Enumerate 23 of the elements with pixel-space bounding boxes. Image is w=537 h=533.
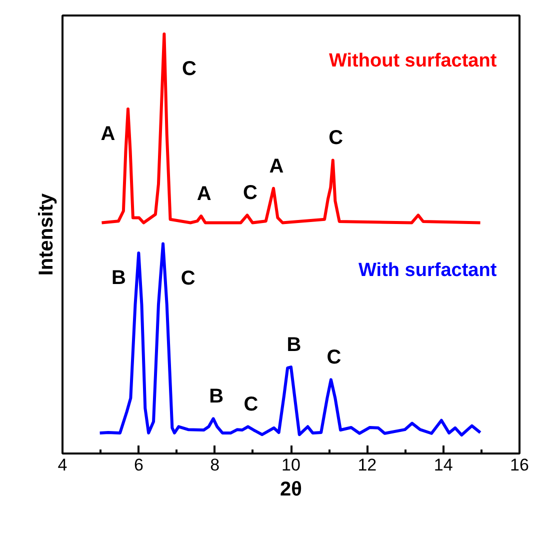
x-axis-title: 2θ <box>280 478 302 500</box>
annotation: C <box>182 58 196 80</box>
annotation: B <box>286 334 302 356</box>
annotation: C <box>244 394 258 416</box>
x-tick-label: 14 <box>434 456 453 474</box>
annotation: A <box>196 183 212 206</box>
annotation: C <box>326 346 342 369</box>
annotation: B <box>111 266 126 289</box>
x-tick-label: 8 <box>210 456 220 474</box>
x-tick-label: 10 <box>282 456 300 474</box>
x-tick-label: 16 <box>510 456 529 474</box>
y-axis-title: Intensity <box>36 192 58 276</box>
x-tick-label: 6 <box>134 456 144 474</box>
annotation: B <box>209 386 224 408</box>
x-tick-label: 12 <box>358 456 377 474</box>
annotation: C <box>242 182 258 204</box>
annotation: A <box>100 123 116 146</box>
x-tick-label: 4 <box>58 456 68 474</box>
text: With surfactant <box>358 260 498 282</box>
annotation: C <box>328 127 344 150</box>
annotation: A <box>269 155 284 178</box>
text: Without surfactant <box>329 50 498 72</box>
annotation: C <box>180 268 196 290</box>
